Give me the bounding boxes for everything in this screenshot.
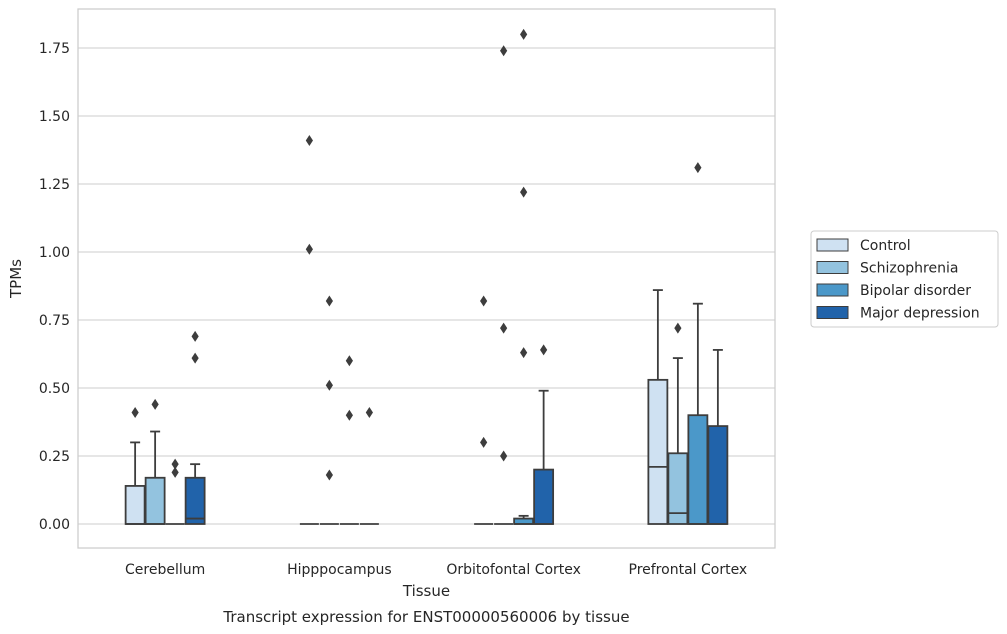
box-schizophrenia <box>667 322 689 525</box>
y-tick-label: 1.00 <box>39 245 70 261</box>
outlier-point <box>191 330 199 342</box>
box-major-depression <box>359 406 379 525</box>
box-bipolar-disorder <box>165 458 185 525</box>
box-schizophrenia <box>144 398 166 525</box>
outlier-point <box>171 458 179 470</box>
legend-label: Schizophrenia <box>860 261 958 277</box>
box-control <box>647 289 669 525</box>
box-iqr <box>647 378 669 525</box>
y-tick-labels: 0.00 0.25 0.50 0.75 1.00 1.25 1.50 1.75 <box>39 41 70 533</box>
legend-label: Control <box>860 238 911 254</box>
x-tick-label: Prefrontal Cortex <box>629 562 748 578</box>
y-tick-label: 1.25 <box>39 177 70 193</box>
outlier-point <box>171 466 179 478</box>
box-major-depression <box>707 349 729 525</box>
outlier-point <box>325 295 333 307</box>
y-tick-label: 1.75 <box>39 41 70 57</box>
outlier-point <box>131 406 139 418</box>
legend-swatch <box>816 306 849 319</box>
outlier-point <box>500 45 508 57</box>
box-iqr <box>687 414 709 525</box>
y-tick-label: 0.00 <box>39 517 70 533</box>
y-tick-label: 1.50 <box>39 109 70 125</box>
box-iqr <box>667 452 689 525</box>
outlier-point <box>480 295 488 307</box>
outlier-point <box>191 352 199 364</box>
outlier-point <box>480 436 488 448</box>
box-control <box>299 134 319 525</box>
box-schizophrenia <box>319 295 339 525</box>
box-major-depression <box>184 330 206 525</box>
outlier-point <box>345 355 353 367</box>
boxes-layer <box>124 28 729 525</box>
y-axis-title: TPMs <box>7 259 25 299</box>
y-tick-label: 0.25 <box>39 449 70 465</box>
legend-frame <box>810 230 999 328</box>
y-tick-label: 0.50 <box>39 381 70 397</box>
x-tick-label: Orbitofontal Cortex <box>446 562 581 578</box>
outlier-point <box>500 450 508 462</box>
box-schizophrenia <box>494 45 514 525</box>
x-tick-labels: Cerebellum Hipppocampus Orbitofontal Corte… <box>125 562 747 578</box>
legend-label: Major depression <box>860 306 980 322</box>
legend-swatch <box>816 283 849 297</box>
outlier-point <box>305 243 313 255</box>
legend-swatch <box>816 238 849 252</box>
box-iqr <box>144 476 166 525</box>
gridlines <box>78 47 775 525</box>
legend-swatch <box>816 261 849 274</box>
outlier-point <box>674 322 682 334</box>
outlier-point <box>520 186 528 198</box>
box-bipolar-disorder <box>339 355 359 525</box>
chart-caption: Transcript expression for ENST0000056000… <box>222 608 629 626</box>
x-axis-title: Tissue <box>402 582 450 600</box>
box-iqr <box>707 425 729 525</box>
box-control <box>124 406 146 525</box>
legend-label: Bipolar disorder <box>860 283 971 299</box>
x-tick-label: Cerebellum <box>125 562 205 578</box>
plot-frame <box>77 8 776 549</box>
y-tick-label: 0.75 <box>39 313 70 329</box>
box-iqr <box>533 468 555 525</box>
outlier-point <box>151 398 159 410</box>
x-tick-label: Hipppocampus <box>287 562 392 578</box>
outlier-point <box>520 28 528 40</box>
box-bipolar-disorder <box>687 162 709 525</box>
box-iqr <box>184 476 206 525</box>
outlier-point <box>500 322 508 334</box>
outlier-point <box>365 406 373 418</box>
outlier-point <box>694 162 702 174</box>
outlier-point <box>325 469 333 481</box>
outlier-point <box>345 409 353 421</box>
box-major-depression <box>533 344 555 525</box>
outlier-point <box>305 134 313 146</box>
outlier-point <box>540 344 548 356</box>
box-bipolar-disorder <box>513 28 535 525</box>
outlier-point <box>520 347 528 359</box>
box-iqr <box>124 485 146 525</box>
box-control <box>474 295 494 525</box>
outlier-point <box>325 379 333 391</box>
legend: Control Schizophrenia Bipolar disorder Majo… <box>810 230 999 328</box>
